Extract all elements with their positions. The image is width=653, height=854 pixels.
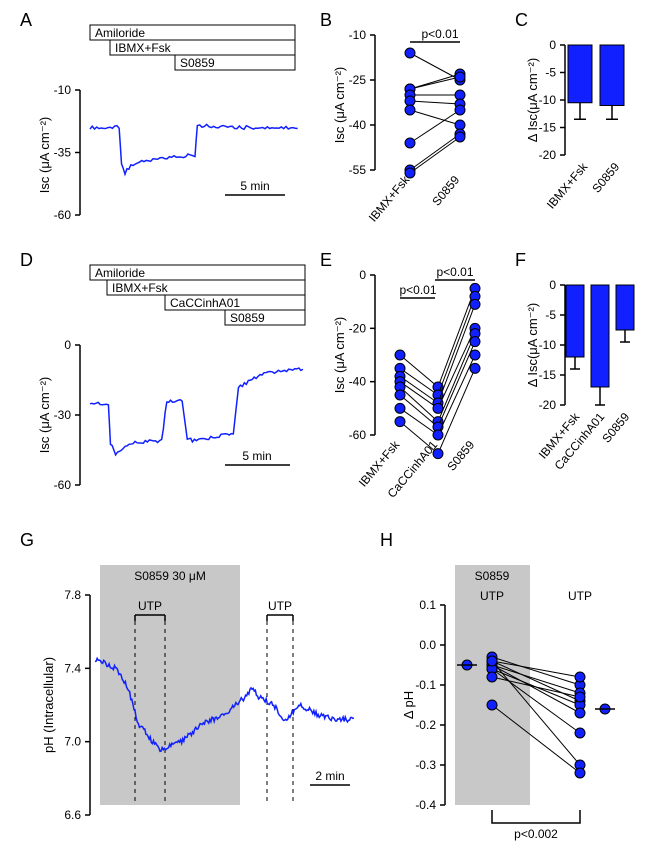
amiloride-label: Amiloride <box>95 26 145 40</box>
svg-text:-0.4: -0.4 <box>415 798 436 812</box>
c-bars <box>568 45 624 119</box>
svg-text:0: 0 <box>549 38 556 52</box>
svg-text:-30: -30 <box>54 408 72 422</box>
e-p2: p<0.01 <box>436 265 473 279</box>
svg-text:-60: -60 <box>349 428 367 442</box>
b-x1: S0859 <box>429 173 462 209</box>
a-scalebar: 5 min <box>240 179 269 193</box>
f-bars <box>566 285 634 405</box>
svg-text:-20: -20 <box>539 148 557 162</box>
ibmxfsk-label: IBMX+Fsk <box>115 41 172 55</box>
svg-text:0.0: 0.0 <box>419 638 436 652</box>
panel-label-d: D <box>20 250 33 271</box>
svg-text:-20: -20 <box>539 398 557 412</box>
e-x2: S0859 <box>444 438 477 474</box>
svg-text:-0.1: -0.1 <box>415 678 436 692</box>
svg-text:-5: -5 <box>545 66 556 80</box>
panel-e-chart: 0-20-40-60 Isc (μA cm⁻²) p<0.01 p<0.01 I… <box>330 260 510 520</box>
svg-text:-55: -55 <box>349 163 367 177</box>
panel-label-g: G <box>20 530 34 551</box>
h-s0859: S0859 <box>475 569 510 583</box>
panel-d-chart: Amiloride IBMX+Fsk CaCCinhA01 S0859 0 -30… <box>35 260 315 510</box>
b-points <box>405 48 465 178</box>
svg-text:-60: -60 <box>54 208 72 222</box>
g-greybox <box>100 565 240 805</box>
s0859-label: S0859 <box>180 56 215 70</box>
panel-a-trace <box>90 124 298 174</box>
svg-text:-10: -10 <box>539 93 557 107</box>
panel-f-chart: 0-5-10-15-20 Δ Isc(μA cm⁻²) IBMX+Fsk CaC… <box>525 260 650 520</box>
panel-g-chart: S0859 30 μM UTP UTP 7.8 7.4 7.0 6.6 pH (Int… <box>35 555 375 835</box>
h-pval: p<0.002 <box>514 827 558 841</box>
g-utp2: UTP <box>268 599 292 613</box>
svg-text:-40: -40 <box>349 375 367 389</box>
svg-text:-10: -10 <box>349 28 367 42</box>
g-s0859: S0859 30 μM <box>134 569 206 583</box>
svg-text:-40: -40 <box>349 118 367 132</box>
d-ibmxfsk: IBMX+Fsk <box>112 281 169 295</box>
svg-text:-10: -10 <box>54 83 72 97</box>
svg-text:-0.3: -0.3 <box>415 758 436 772</box>
g-scalebar: 2 min <box>315 769 344 783</box>
h-ylabel: Δ pH <box>401 691 416 719</box>
h-utp1: UTP <box>480 589 504 603</box>
svg-text:-15: -15 <box>539 121 557 135</box>
panel-label-a: A <box>20 10 32 31</box>
svg-text:-0.2: -0.2 <box>415 718 436 732</box>
svg-text:-20: -20 <box>349 321 367 335</box>
b-x0: IBMX+Fsk <box>366 172 413 224</box>
e-pts <box>395 283 480 458</box>
svg-text:6.6: 6.6 <box>64 808 81 822</box>
svg-text:0: 0 <box>549 278 556 292</box>
d-s0859: S0859 <box>230 311 265 325</box>
panel-a-chart: Amiloride IBMX+Fsk S0859 -10 -35 -60 Isc (… <box>35 20 310 230</box>
svg-text:0.1: 0.1 <box>419 598 436 612</box>
svg-text:7.4: 7.4 <box>64 661 81 675</box>
d-ylabel: Isc (μA cm⁻²) <box>37 377 52 453</box>
e-p1: p<0.01 <box>399 283 436 297</box>
svg-text:-10: -10 <box>539 338 557 352</box>
h-utp2: UTP <box>568 589 592 603</box>
c-x0: IBMX+Fsk <box>544 159 591 211</box>
e-ylabel: Isc (μA cm⁻²) <box>332 317 347 393</box>
isc-axis-label: Isc (μA cm⁻²) <box>37 117 52 193</box>
panel-a-yticks: -10 -35 -60 <box>54 83 80 222</box>
svg-text:-15: -15 <box>539 368 557 382</box>
b-pval: p<0.01 <box>421 27 458 41</box>
panel-b-chart: -10 -25 -40 -55 Isc (μA cm⁻²) p<0.01 IBMX+F… <box>330 20 505 240</box>
svg-text:-5: -5 <box>545 308 556 322</box>
d-trace <box>90 368 303 455</box>
svg-text:-60: -60 <box>54 478 72 492</box>
panel-label-h: H <box>380 530 393 551</box>
f-x2: S0859 <box>599 410 632 446</box>
panel-h-chart: S0859 UTP UTP 0.1 0.0 -0.1 -0.2 -0.3 -0.4 Δ p… <box>395 555 645 845</box>
f-ylabel: Δ Isc(μA cm⁻²) <box>525 303 540 387</box>
svg-text:0: 0 <box>359 268 366 282</box>
g-utp1: UTP <box>138 599 162 613</box>
d-caccinh: CaCCinhA01 <box>170 296 240 310</box>
panel-c-chart: 0 -5 -10 -15 -20 Δ Isc(μA cm⁻²) IBMX+Fsk S08… <box>525 20 650 240</box>
b-ylabel: Isc (μA cm⁻²) <box>332 67 347 143</box>
d-amiloride: Amiloride <box>95 266 145 280</box>
g-ylabel: pH (Intracellular) <box>41 657 56 753</box>
c-ylabel: Δ Isc(μA cm⁻²) <box>525 58 540 142</box>
svg-text:7.0: 7.0 <box>64 735 81 749</box>
d-scalebar: 5 min <box>242 449 271 463</box>
svg-text:7.8: 7.8 <box>64 588 81 602</box>
c-x1: S0859 <box>589 160 622 196</box>
svg-text:-25: -25 <box>349 73 367 87</box>
svg-text:-35: -35 <box>54 146 72 160</box>
svg-text:0: 0 <box>64 338 71 352</box>
